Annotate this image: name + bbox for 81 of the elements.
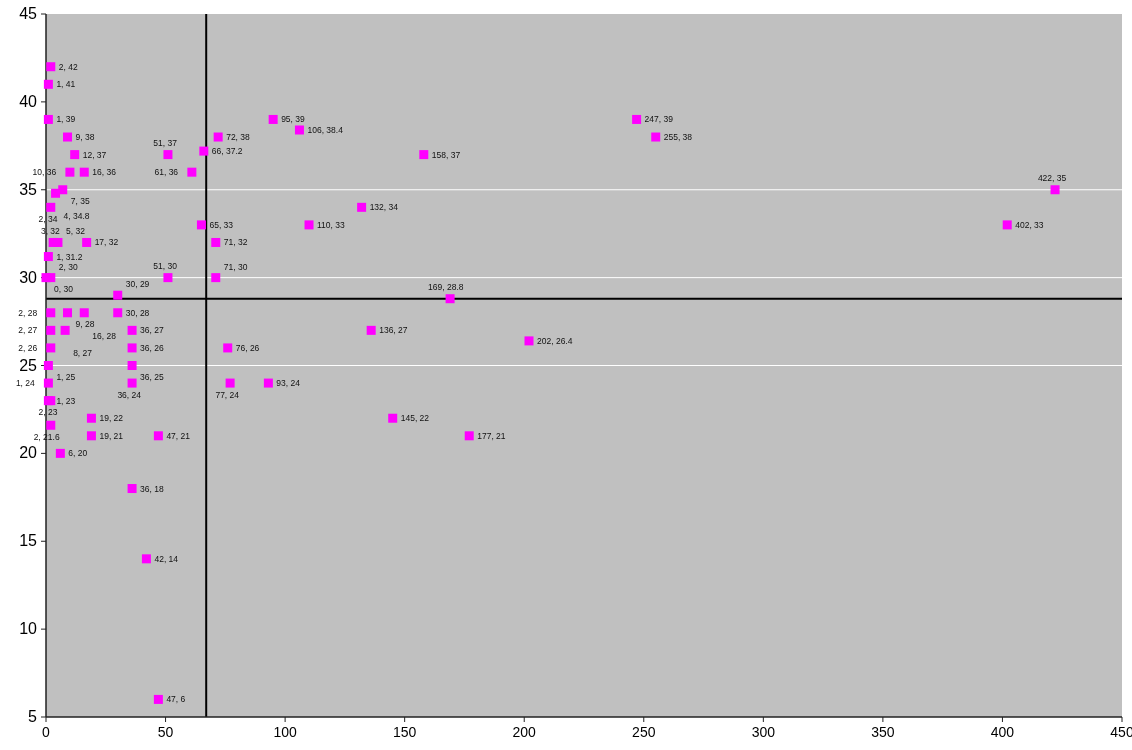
data-label: 61, 36 [154, 167, 179, 178]
data-label: 16, 36 [92, 167, 117, 178]
data-label: 2, 28 [18, 307, 38, 318]
data-label: 7, 35 [70, 195, 90, 206]
data-label: 30, 29 [125, 279, 150, 290]
data-label: 10, 36 [32, 167, 57, 178]
data-label: 19, 21 [99, 430, 124, 441]
data-label: 169, 28.8 [428, 282, 464, 293]
data-label: 16, 28 [92, 330, 117, 341]
data-label: 2, 27 [18, 325, 38, 336]
data-label: 76, 26 [235, 342, 260, 353]
x-tick-label: 200 [512, 724, 537, 740]
data-label: 77, 24 [215, 389, 240, 400]
x-tick-label: 150 [392, 724, 417, 740]
data-label: 1, 25 [56, 371, 76, 382]
data-label: 66, 37.2 [211, 146, 243, 157]
data-label: 71, 32 [223, 237, 248, 248]
data-label: 145, 22 [400, 413, 430, 424]
data-label: 106, 38.4 [307, 124, 344, 135]
data-label: 36, 25 [140, 371, 164, 382]
y-tick-label: 35 [19, 180, 38, 198]
data-label: 202, 26.4 [537, 335, 573, 346]
x-tick-label: 0 [42, 724, 51, 740]
data-label: 158, 37 [431, 149, 461, 160]
data-label: 95, 39 [281, 114, 306, 125]
y-tick-label: 40 [19, 92, 38, 110]
y-tick-label: 10 [19, 620, 38, 638]
y-tick-label: 45 [19, 5, 38, 22]
data-label: 9, 38 [75, 132, 95, 143]
data-label: 1, 39 [56, 114, 76, 125]
x-tick-label: 100 [273, 724, 297, 740]
x-tick-label: 250 [632, 724, 656, 740]
data-label: 402, 33 [1015, 219, 1044, 230]
data-label: 17, 32 [94, 237, 119, 248]
data-label: 93, 24 [276, 378, 301, 389]
data-label: 2, 34 [38, 213, 58, 224]
data-label: 132, 34 [369, 202, 399, 213]
data-label: 1, 23 [56, 395, 76, 406]
data-label: 36, 24 [117, 389, 142, 400]
data-label: 1, 41 [56, 79, 76, 90]
y-tick-label: 30 [19, 268, 38, 286]
data-label: 110, 33 [317, 219, 346, 230]
data-label: 0, 30 [54, 283, 74, 294]
data-label: 51, 30 [153, 261, 178, 272]
data-label: 36, 27 [140, 325, 164, 336]
data-label: 8, 27 [73, 348, 93, 359]
data-label: 6, 20 [68, 448, 88, 459]
y-tick-label: 25 [19, 356, 38, 374]
data-label: 42, 14 [154, 553, 179, 564]
data-label: 71, 30 [223, 261, 248, 272]
data-label: 36, 26 [140, 342, 164, 353]
data-label: 247, 39 [644, 114, 674, 125]
data-label: 51, 37 [153, 138, 178, 149]
data-label: 72, 38 [226, 132, 251, 143]
data-label: 177, 21 [477, 430, 506, 441]
data-label: 422, 35 [1037, 173, 1067, 184]
data-label: 47, 21 [166, 430, 191, 441]
data-label: 2, 42 [58, 61, 78, 72]
data-label: 2, 26 [18, 342, 38, 353]
x-tick-label: 50 [157, 724, 174, 740]
data-label: 1, 31.2 [56, 251, 83, 262]
data-label: 30, 28 [125, 307, 150, 318]
x-tick-label: 350 [871, 724, 895, 740]
data-label: 4, 34.8 [63, 211, 90, 222]
y-tick-label: 20 [19, 444, 38, 462]
y-tick-label: 5 [28, 708, 38, 725]
data-label: 136, 27 [379, 325, 408, 336]
data-label: 36, 18 [140, 483, 164, 494]
data-label: 12, 37 [82, 149, 107, 160]
data-label: 2, 30 [58, 261, 78, 272]
data-label: 1, 24 [15, 378, 36, 389]
data-label: 5, 32 [65, 226, 86, 237]
x-tick-label: 400 [990, 724, 1015, 740]
y-tick-label: 15 [19, 532, 38, 550]
data-label: 9, 28 [75, 318, 95, 329]
x-tick-label: 300 [751, 724, 776, 740]
data-label: 255, 38 [663, 132, 693, 143]
data-label: 47, 6 [166, 694, 186, 705]
data-label: 2, 23 [38, 407, 58, 418]
data-label: 19, 22 [99, 413, 124, 424]
data-label: 65, 33 [209, 219, 234, 230]
